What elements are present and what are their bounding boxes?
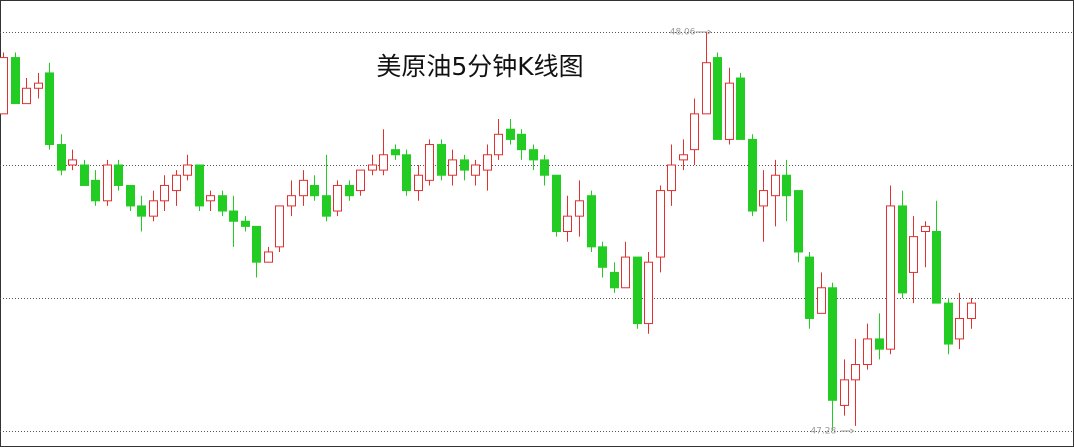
high-label: 48.06 bbox=[670, 28, 696, 38]
candle-body bbox=[587, 195, 596, 248]
candle-body bbox=[264, 251, 273, 263]
candle-body bbox=[759, 190, 768, 207]
candle-body bbox=[218, 195, 227, 212]
candle-body bbox=[114, 164, 123, 186]
candle-body bbox=[414, 174, 423, 192]
candle-body bbox=[137, 205, 146, 217]
candle-body bbox=[345, 184, 354, 197]
candle-body bbox=[713, 57, 722, 140]
candle-body bbox=[644, 261, 653, 325]
chart-title: 美原油5分钟K线图 bbox=[376, 52, 583, 81]
candle-body bbox=[840, 379, 849, 406]
candle-body bbox=[356, 169, 365, 192]
candle-body bbox=[460, 159, 469, 171]
candle-body bbox=[944, 302, 953, 345]
candle-body bbox=[506, 128, 515, 140]
candle-body bbox=[57, 144, 66, 171]
candle-body bbox=[805, 256, 814, 319]
candle-body bbox=[448, 159, 457, 176]
candle-body bbox=[828, 287, 837, 401]
candle-body bbox=[794, 190, 803, 253]
candle-body bbox=[195, 164, 204, 207]
candle-body bbox=[0, 57, 8, 115]
candle-body bbox=[126, 184, 135, 207]
candle-body bbox=[955, 317, 964, 340]
candle-body bbox=[690, 113, 699, 151]
candle-body bbox=[322, 195, 331, 217]
candle-body bbox=[68, 159, 77, 166]
candle-body bbox=[725, 82, 734, 140]
candle-body bbox=[229, 210, 238, 222]
candle-body bbox=[11, 57, 20, 105]
candle-body bbox=[598, 246, 607, 268]
candle-body bbox=[863, 338, 872, 365]
low-arrowhead bbox=[850, 428, 855, 434]
candle-body bbox=[633, 256, 642, 325]
low-label: 47.28 bbox=[810, 427, 836, 437]
candle-body bbox=[575, 200, 584, 217]
candle-body bbox=[379, 154, 388, 171]
candle-body bbox=[679, 154, 688, 161]
candle-body bbox=[241, 220, 250, 227]
candle-body bbox=[425, 144, 434, 181]
candle-body bbox=[886, 205, 895, 350]
candle-body bbox=[206, 195, 215, 202]
candle-body bbox=[402, 154, 411, 192]
candle-body bbox=[875, 338, 884, 350]
candle-body bbox=[540, 159, 549, 176]
candle-body bbox=[368, 164, 377, 171]
candle-body bbox=[517, 133, 526, 151]
candle-body bbox=[80, 164, 89, 186]
candle-body bbox=[909, 236, 918, 273]
candle-body bbox=[91, 179, 100, 202]
candle-body bbox=[851, 364, 860, 381]
candle-body bbox=[34, 82, 43, 89]
candle-body bbox=[483, 154, 492, 171]
candle-body bbox=[471, 164, 480, 176]
candle-body bbox=[103, 164, 112, 202]
candle-body bbox=[252, 225, 261, 263]
candle-body bbox=[621, 256, 630, 289]
candle-body bbox=[552, 174, 561, 233]
candle-body bbox=[45, 72, 54, 146]
candle-body bbox=[736, 77, 745, 140]
candle-body bbox=[310, 184, 319, 197]
candle-body bbox=[563, 215, 572, 232]
candle-body bbox=[437, 144, 446, 176]
candle-body bbox=[529, 149, 538, 161]
candle-body bbox=[172, 174, 181, 192]
candle-body bbox=[782, 174, 791, 197]
candle-body bbox=[932, 231, 941, 304]
candle-body bbox=[183, 164, 192, 176]
candle-body bbox=[287, 195, 296, 207]
candle-body bbox=[22, 87, 31, 105]
candle-body bbox=[149, 200, 158, 217]
candle-body bbox=[667, 164, 676, 192]
candle-body bbox=[771, 174, 780, 197]
candle-body bbox=[656, 190, 665, 258]
candle-body bbox=[275, 205, 284, 248]
candle-body bbox=[610, 271, 619, 289]
candle-body bbox=[702, 62, 711, 115]
candle-body bbox=[898, 205, 907, 294]
candle-body bbox=[494, 133, 503, 156]
candle-body bbox=[391, 149, 400, 156]
candle-body bbox=[967, 302, 976, 319]
candle-body bbox=[299, 179, 308, 197]
high-arrowhead bbox=[707, 29, 712, 35]
candle-body bbox=[817, 287, 826, 314]
candle-body bbox=[333, 184, 342, 212]
candle-body bbox=[748, 138, 757, 212]
candle-body bbox=[160, 184, 169, 202]
candle-body bbox=[921, 225, 930, 232]
